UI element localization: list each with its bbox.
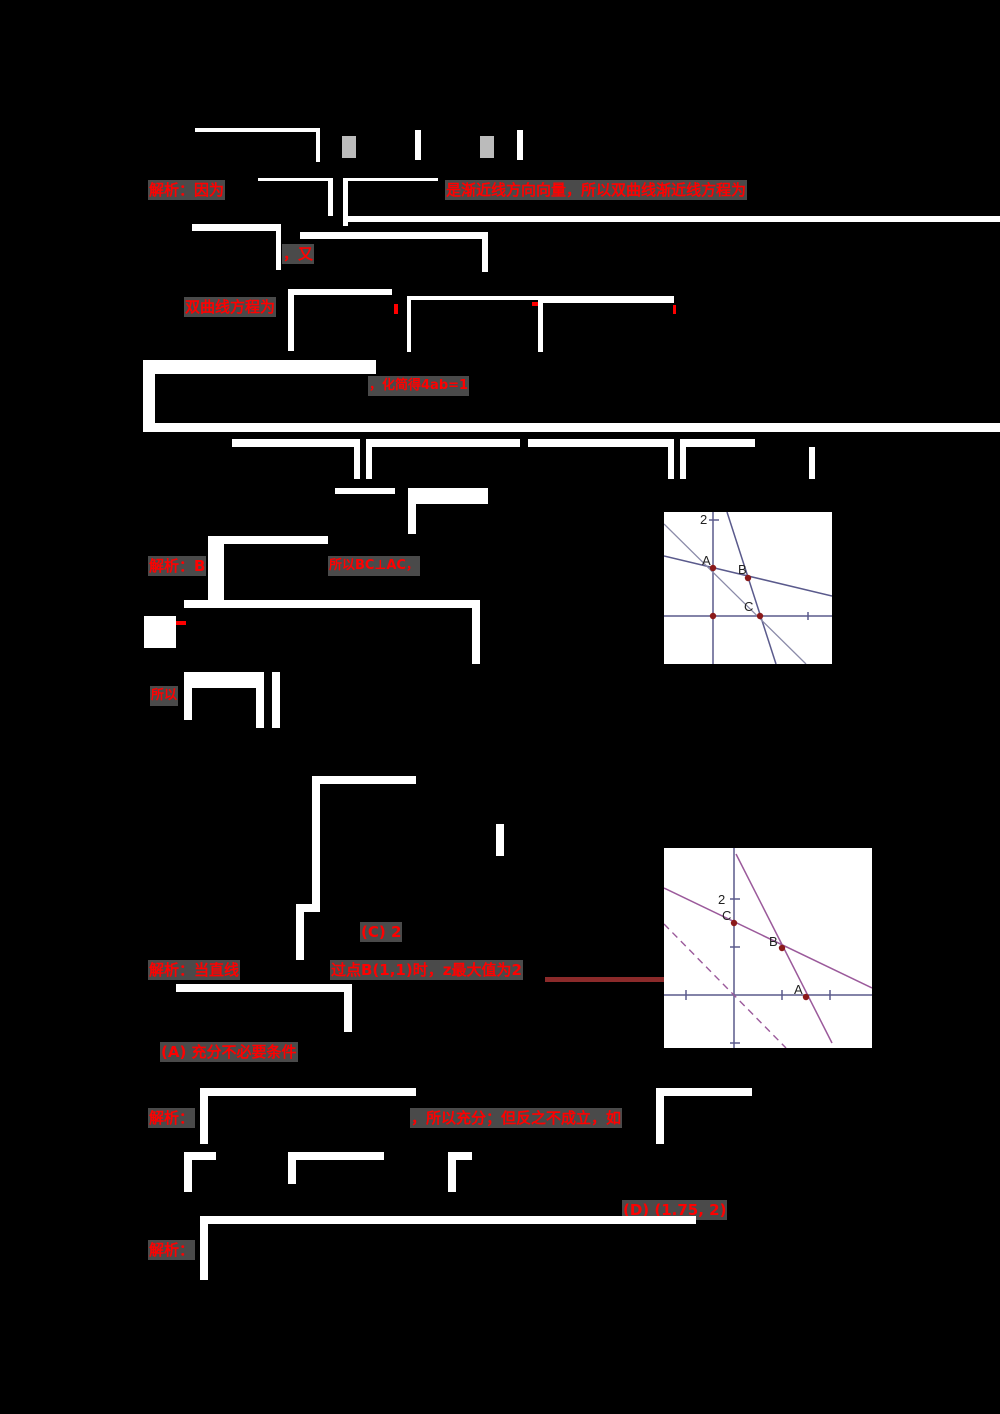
formula-frame xyxy=(184,672,192,720)
figure-2: 2 C B A xyxy=(664,848,872,1048)
formula-frame xyxy=(335,488,395,494)
solution-text: 过点B(1,1)时，z最大值为2 xyxy=(330,960,523,980)
formula-frame xyxy=(343,178,348,226)
point-b-label: B xyxy=(769,934,778,949)
formula-frame xyxy=(288,289,294,351)
formula-frame xyxy=(668,439,674,479)
formula-frame xyxy=(408,488,488,504)
formula-frame xyxy=(288,289,392,295)
formula-frame xyxy=(232,439,360,447)
formula-frame xyxy=(538,296,674,303)
formula-frame xyxy=(200,1216,696,1224)
formula-frame xyxy=(258,178,328,181)
point-b-label: B xyxy=(738,562,747,577)
point-a-label: A xyxy=(794,982,803,997)
y-tick-label: 2 xyxy=(700,512,707,527)
formula-frame xyxy=(276,224,281,270)
solution-label: 解析：因为 xyxy=(148,180,226,200)
formula-frame xyxy=(448,1152,456,1192)
formula-frame xyxy=(272,672,280,728)
formula-frame xyxy=(528,439,674,447)
formula-frame xyxy=(482,232,488,272)
formula-frame xyxy=(366,439,520,447)
solution-text: ，又 xyxy=(282,244,315,264)
formula-frame xyxy=(343,178,438,181)
formula-frame xyxy=(300,232,488,239)
formula-frame xyxy=(184,600,480,608)
formula-frame xyxy=(680,439,686,479)
point-a-label: A xyxy=(702,553,711,568)
formula-frame xyxy=(184,1152,216,1160)
formula-frame xyxy=(208,536,224,600)
formula-frame xyxy=(192,224,280,231)
formula-frame xyxy=(408,488,416,534)
solution-text: 是渐近线方向向量，所以双曲线渐近线方程为 xyxy=(445,180,748,200)
answer-choice: (C) 2 xyxy=(360,922,403,942)
formula-frame xyxy=(144,616,176,648)
comma-mark xyxy=(532,302,538,306)
point-c-label: C xyxy=(722,908,731,923)
solution-text: 所以 xyxy=(150,686,179,706)
formula-frame xyxy=(407,296,411,352)
formula-glyph xyxy=(342,136,356,158)
formula-frame xyxy=(296,904,304,960)
formula-frame xyxy=(410,296,538,300)
formula-frame xyxy=(143,360,155,432)
formula-frame xyxy=(366,439,372,479)
formula-frame xyxy=(312,776,320,912)
answer-choice: (A) 充分不必要条件 xyxy=(160,1042,298,1062)
formula-glyph xyxy=(480,136,494,158)
formula-frame xyxy=(354,439,360,479)
formula-frame xyxy=(316,128,320,162)
formula-frame xyxy=(143,360,376,374)
solution-label: 解析：当直线 xyxy=(148,960,241,980)
formula-frame xyxy=(472,600,480,664)
formula-frame xyxy=(288,1152,384,1160)
formula-frame xyxy=(200,1088,208,1144)
point-c-label: C xyxy=(744,599,753,614)
formula-frame xyxy=(143,423,1000,432)
formula-frame xyxy=(656,1088,664,1144)
answer-choice: (D) (1.75, 2) xyxy=(622,1200,728,1220)
formula-frame xyxy=(184,672,264,688)
line-bc xyxy=(726,512,777,664)
solution-label: 解析： xyxy=(148,1240,196,1260)
formula-frame xyxy=(656,1088,752,1096)
formula-frame xyxy=(176,984,352,992)
solution-text: 双曲线方程为 xyxy=(184,297,277,317)
solution-text: ，化简得4ab=1 xyxy=(368,376,470,396)
formula-frame xyxy=(343,216,1000,222)
formula-frame xyxy=(312,776,416,784)
formula-frame xyxy=(288,1152,296,1184)
solution-text: ，所以充分；但反之不成立，如 xyxy=(410,1108,623,1128)
comma-mark xyxy=(394,304,398,314)
formula-glyph xyxy=(517,130,523,160)
mark xyxy=(176,621,186,625)
formula-frame xyxy=(195,128,320,132)
formula-frame xyxy=(200,1088,416,1096)
comma-mark xyxy=(673,305,676,314)
formula-frame xyxy=(256,672,264,728)
formula-frame xyxy=(680,439,755,447)
formula-frame xyxy=(184,1152,192,1192)
formula-frame xyxy=(296,904,320,912)
red-rule xyxy=(545,977,665,982)
line-ac xyxy=(664,523,807,664)
figure-1: 2 A B C xyxy=(664,512,832,664)
solution-label: 解析：B xyxy=(148,556,207,576)
formula-frame xyxy=(496,824,504,856)
solution-label: 解析： xyxy=(148,1108,196,1128)
line-cb xyxy=(664,887,872,989)
formula-glyph xyxy=(415,130,421,160)
formula-frame xyxy=(344,984,352,1032)
objective-line xyxy=(664,923,787,1048)
solution-text: 所以BC⊥AC， xyxy=(328,556,420,576)
formula-frame xyxy=(448,1152,472,1160)
formula-frame xyxy=(208,536,328,544)
formula-frame xyxy=(538,296,543,352)
formula-frame xyxy=(200,1216,208,1280)
formula-frame xyxy=(328,178,333,216)
y-tick-label: 2 xyxy=(718,892,725,907)
formula-frame xyxy=(809,447,815,479)
